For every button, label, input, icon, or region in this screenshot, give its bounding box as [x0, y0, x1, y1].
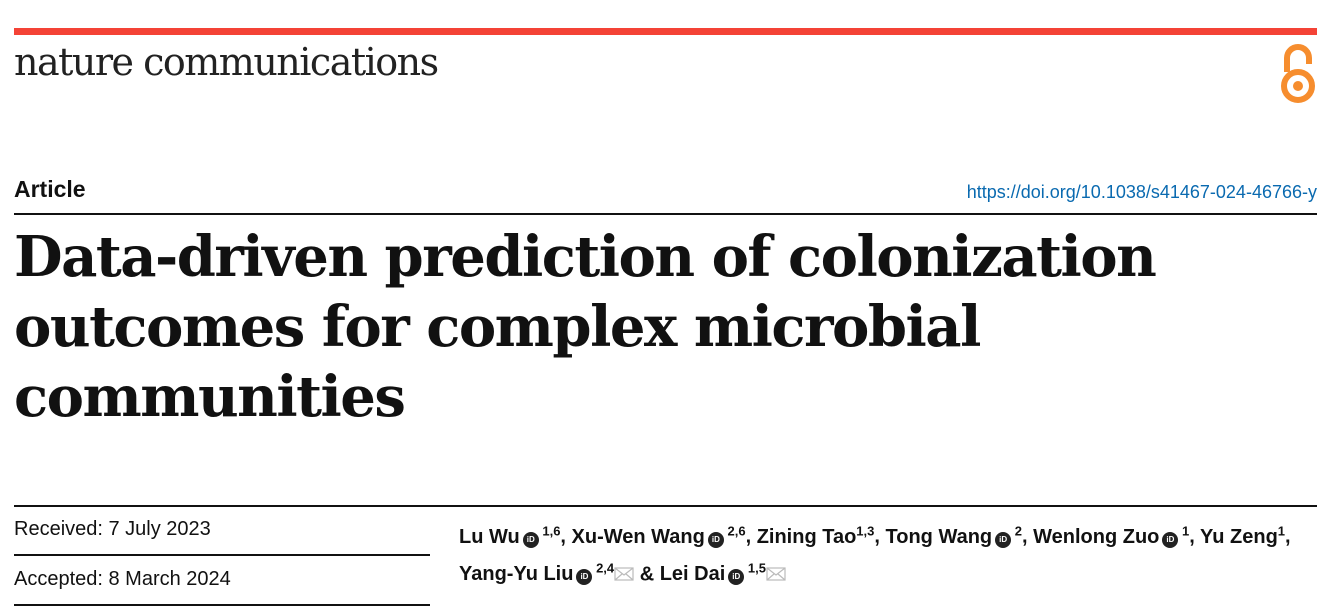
orcid-icon[interactable]: iD	[576, 569, 593, 586]
affiliation: 2	[1011, 523, 1022, 538]
article-type: Article	[14, 176, 86, 202]
orcid-icon[interactable]: iD	[1162, 531, 1179, 548]
author-name: Yu Zeng	[1200, 525, 1278, 548]
affiliation: 1,6	[538, 523, 561, 538]
mail-icon[interactable]	[614, 567, 634, 581]
orcid-icon[interactable]: iD	[522, 531, 539, 548]
author-name: Yang-Yu Liu	[459, 563, 574, 586]
affiliation: 1	[1178, 523, 1190, 538]
journal-logo: nature communications	[14, 40, 439, 84]
mail-icon[interactable]	[766, 567, 786, 581]
open-access-icon	[1281, 44, 1315, 103]
author-separator: ,	[745, 525, 757, 548]
author[interactable]: Xu-Wen Wang iD 2,6	[571, 523, 746, 548]
affiliation: 1,5	[744, 560, 766, 576]
author-separator: ,	[874, 525, 886, 548]
author[interactable]: Yu Zeng1	[1200, 523, 1286, 548]
divider	[14, 505, 1317, 507]
author-name: Lu Wu	[459, 525, 520, 548]
accepted-date: Accepted: 8 March 2024	[14, 568, 231, 590]
author[interactable]: Wenlong Zuo iD 1	[1033, 523, 1190, 548]
author[interactable]: Yang-Yu Liu iD 2,4	[459, 560, 634, 586]
author[interactable]: Tong Wang iD 2	[885, 523, 1022, 548]
orcid-icon[interactable]: iD	[707, 531, 724, 548]
doi-link[interactable]: https://doi.org/10.1038/s41467-024-46766…	[966, 182, 1317, 202]
affiliation: 1,3	[856, 523, 875, 538]
author-name: Zining Tao	[756, 525, 857, 548]
article-title: Data-driven prediction of colonization o…	[14, 224, 1157, 430]
author-name: Lei Dai	[659, 563, 726, 586]
author[interactable]: Lei Dai iD 1,5	[659, 560, 786, 586]
divider	[14, 554, 430, 556]
author-separator: ,	[1189, 525, 1200, 548]
author[interactable]: Lu Wu iD 1,6	[459, 523, 561, 548]
author-name: Xu-Wen Wang	[571, 525, 705, 548]
divider	[14, 213, 1317, 215]
divider	[14, 604, 430, 606]
author-list: Lu Wu iD 1,6, Xu-Wen Wang iD 2,6, Zining T…	[459, 515, 1319, 590]
author-separator: ,	[1021, 525, 1034, 548]
received-date: Received: 7 July 2023	[14, 518, 211, 540]
author-separator: &	[634, 563, 660, 586]
affiliation: 2,6	[723, 523, 746, 538]
journal-accent-bar	[14, 28, 1317, 35]
affiliation: 2,4	[592, 560, 615, 576]
author-name: Wenlong Zuo	[1033, 525, 1160, 548]
author-separator: ,	[1285, 525, 1291, 548]
author[interactable]: Zining Tao1,3	[756, 523, 875, 548]
author-separator: ,	[560, 525, 572, 548]
orcid-icon[interactable]: iD	[995, 531, 1012, 548]
affiliation: 1	[1277, 523, 1286, 538]
orcid-icon[interactable]: iD	[728, 569, 745, 586]
author-name: Tong Wang	[885, 525, 993, 548]
